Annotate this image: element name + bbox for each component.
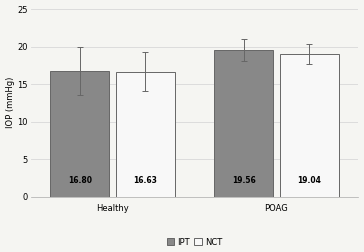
Text: 19.56: 19.56 bbox=[232, 176, 256, 185]
Y-axis label: IOP (mmHg): IOP (mmHg) bbox=[5, 77, 15, 129]
Text: 19.04: 19.04 bbox=[297, 176, 321, 185]
Bar bbox=[280, 54, 339, 197]
Text: 16.80: 16.80 bbox=[68, 176, 92, 185]
Bar bbox=[214, 50, 273, 197]
Bar bbox=[50, 71, 109, 197]
Legend: IPT, NCT: IPT, NCT bbox=[163, 234, 226, 250]
Bar bbox=[116, 72, 175, 197]
Text: 16.63: 16.63 bbox=[134, 176, 157, 185]
